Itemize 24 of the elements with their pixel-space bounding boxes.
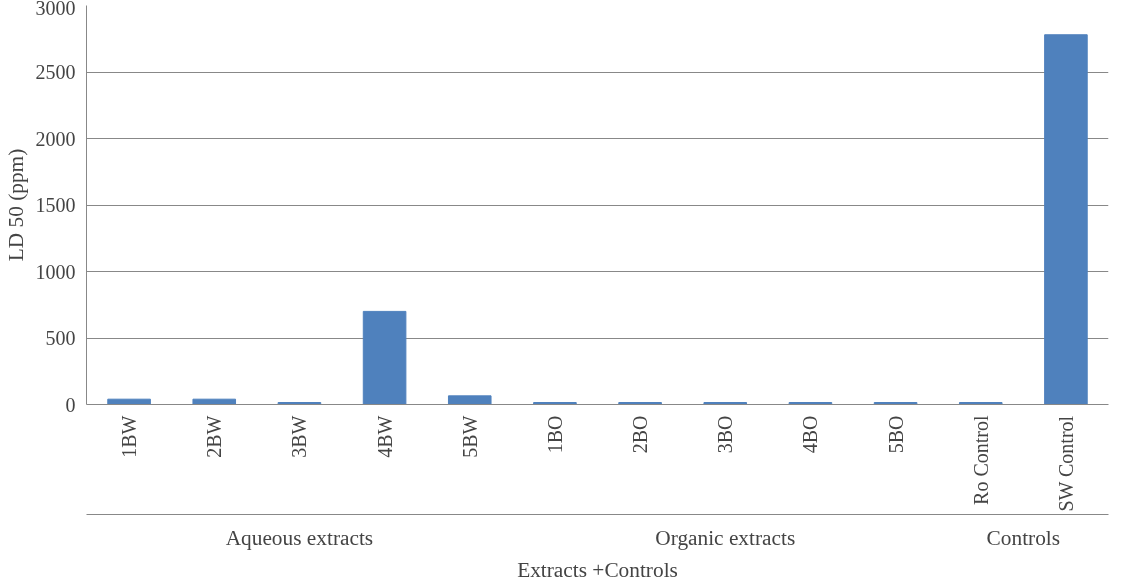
x-tick-label: 2BW [203, 415, 226, 458]
y-tick-label: 1500 [35, 194, 76, 216]
x-tick-label: Ro Control [969, 415, 992, 505]
text: Aqueous extracts [225, 525, 374, 550]
x-tick-label: 1BW [118, 415, 141, 458]
x-tick-label: 5BW [458, 415, 481, 458]
x-tick-label: 3BW [288, 415, 311, 458]
text: Controls [986, 525, 1061, 550]
y-tick-label: 500 [45, 327, 76, 349]
x-tick-label: 5BO [884, 415, 907, 454]
y-tick-label: 1000 [35, 260, 76, 283]
x-tick-label: SW Control [1054, 415, 1077, 512]
y-tick-label: 0 [65, 393, 76, 416]
x-tick-label: 3BO [714, 415, 737, 454]
y-tick-label: 3000 [35, 0, 76, 19]
y-axis-title: LD 50 (ppm) [3, 148, 28, 262]
x-axis-title: Extracts +Controls [517, 557, 678, 582]
text: Organic extracts [655, 525, 796, 550]
x-tick-label: 1BO [543, 415, 566, 454]
x-tick-label: 4BW [373, 415, 396, 458]
y-tick-label: 2500 [35, 61, 76, 83]
x-tick-label: 4BO [799, 415, 822, 454]
y-tick-label: 2000 [35, 127, 76, 150]
x-tick-label: 2BO [629, 415, 652, 454]
